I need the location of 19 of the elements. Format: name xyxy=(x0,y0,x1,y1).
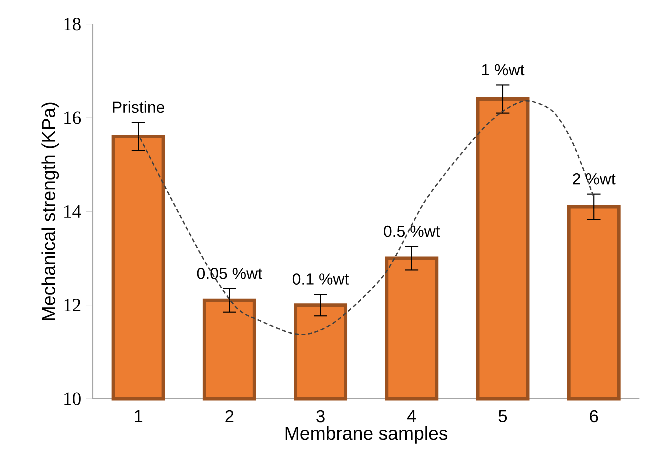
annotation: 0.1 %wt xyxy=(292,274,350,285)
x-tick-label: 2 xyxy=(226,410,234,422)
annotation: Pristine xyxy=(113,101,165,114)
x-tick-label: 3 xyxy=(316,410,325,423)
y-tick-label: 18 xyxy=(64,18,81,31)
annotation: 0.05 %wt xyxy=(197,268,262,280)
annotation: 0.5 %wt xyxy=(384,226,440,238)
y-tick-label: 10 xyxy=(64,392,81,406)
y-axis-title: Mechanical strength (KPa) xyxy=(42,102,60,320)
y-tick-label: 14 xyxy=(64,205,82,218)
y-tick-label: 12 xyxy=(64,299,81,312)
y-tick-label: 16 xyxy=(64,112,82,124)
x-tick-label: 5 xyxy=(498,410,508,422)
annotation: 2 %wt xyxy=(573,173,616,185)
annotation: 1 %wt xyxy=(482,64,525,76)
x-tick-label: 4 xyxy=(407,410,416,422)
x-axis-title: Membrane samples xyxy=(286,426,448,444)
x-tick-label: 6 xyxy=(590,410,598,423)
x-tick-label: 1 xyxy=(135,410,143,422)
